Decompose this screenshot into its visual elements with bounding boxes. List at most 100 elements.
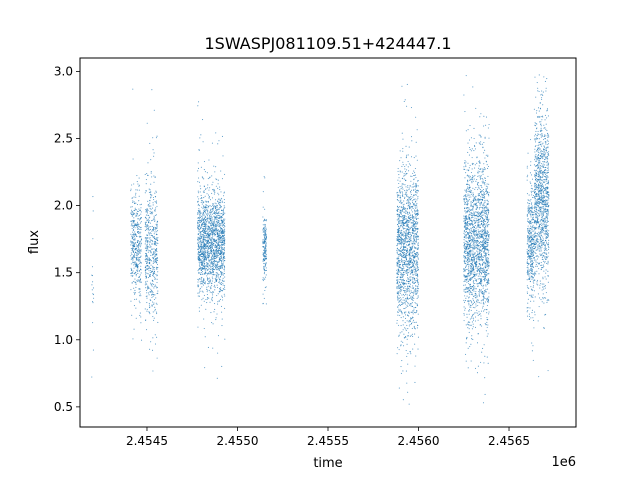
data-point [396, 219, 398, 221]
data-point [485, 224, 487, 226]
data-point [218, 238, 220, 240]
data-point [198, 208, 200, 210]
data-point [202, 223, 204, 225]
data-point [145, 255, 147, 257]
data-point [203, 231, 205, 233]
data-point [407, 290, 409, 292]
data-point [487, 264, 489, 266]
data-point [91, 376, 93, 378]
data-point [153, 226, 155, 228]
data-point [412, 348, 414, 350]
data-point [145, 249, 147, 252]
data-point [213, 188, 215, 190]
data-point [397, 226, 400, 228]
data-point [414, 381, 416, 384]
data-point [263, 249, 265, 251]
data-point [474, 326, 477, 328]
data-point [413, 178, 415, 180]
data-point [200, 166, 202, 168]
data-point [156, 262, 158, 264]
data-point [222, 213, 224, 215]
data-point [217, 187, 219, 189]
data-point [415, 215, 417, 217]
data-point [469, 346, 471, 348]
data-point [202, 119, 204, 121]
data-point [473, 127, 475, 129]
data-point [220, 288, 222, 290]
data-point [201, 233, 203, 235]
data-point [264, 242, 266, 245]
data-point [413, 307, 415, 309]
data-point [202, 280, 204, 282]
data-point [466, 195, 468, 197]
data-point [411, 262, 414, 264]
data-point [214, 244, 216, 246]
data-point [396, 199, 399, 201]
data-point [405, 218, 407, 220]
data-point [476, 205, 478, 207]
data-point [224, 260, 226, 262]
data-point [398, 254, 400, 256]
data-point [398, 387, 400, 389]
data-point [402, 138, 404, 140]
data-point [410, 271, 412, 274]
data-point [145, 277, 147, 279]
data-point [478, 258, 480, 260]
data-point [402, 320, 404, 322]
data-point [398, 324, 400, 326]
data-point [409, 205, 411, 207]
data-point [414, 230, 416, 232]
data-point [205, 308, 207, 310]
data-point [396, 286, 398, 288]
data-point [214, 302, 216, 305]
data-point [219, 265, 221, 267]
data-point [205, 243, 207, 245]
data-point [221, 234, 223, 236]
data-point [219, 205, 222, 207]
data-point [412, 265, 414, 267]
data-point [146, 283, 148, 285]
data-point [399, 278, 401, 280]
data-point [139, 232, 141, 234]
data-point [485, 185, 487, 187]
data-point [147, 251, 149, 253]
data-point [152, 258, 155, 260]
data-point [200, 252, 202, 255]
data-point [211, 231, 213, 233]
data-point [217, 293, 219, 295]
data-point [152, 280, 154, 283]
data-point [473, 211, 475, 213]
data-point [400, 340, 402, 342]
data-point [212, 238, 214, 240]
data-point [144, 243, 146, 245]
data-point [214, 228, 216, 230]
data-point [406, 237, 408, 239]
data-point [217, 229, 219, 231]
data-point [215, 224, 217, 226]
data-point [212, 222, 214, 224]
data-point [223, 232, 225, 235]
data-point [137, 272, 139, 274]
data-point [139, 312, 141, 314]
data-point [399, 292, 402, 294]
data-point [222, 254, 224, 256]
data-point [408, 332, 410, 334]
data-point [197, 212, 199, 214]
data-point [408, 280, 411, 282]
data-point [199, 210, 201, 212]
data-point [477, 235, 479, 237]
data-point [210, 238, 212, 240]
data-point [207, 235, 209, 238]
data-point [198, 307, 200, 309]
data-point [480, 190, 482, 193]
data-point [403, 223, 405, 225]
data-point [397, 271, 399, 273]
data-point [411, 299, 413, 301]
data-point [218, 261, 220, 263]
data-point [484, 355, 486, 357]
data-point [218, 252, 220, 255]
data-point [482, 260, 484, 262]
data-point [262, 246, 264, 248]
data-point [221, 250, 223, 252]
data-point [220, 209, 223, 211]
